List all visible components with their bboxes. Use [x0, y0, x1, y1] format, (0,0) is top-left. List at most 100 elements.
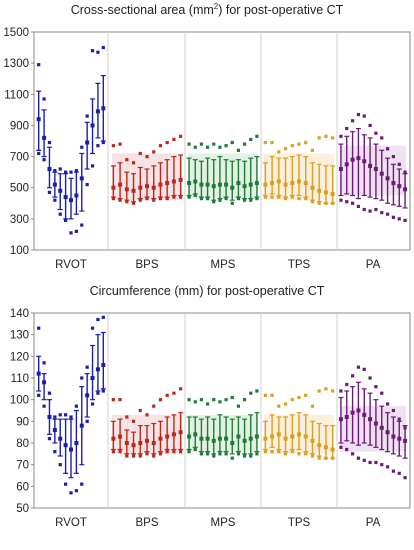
mean-point: [403, 438, 408, 443]
min-point: [179, 450, 183, 454]
mean-point: [90, 123, 95, 128]
max-point: [391, 408, 396, 413]
max-point: [165, 393, 169, 397]
mean-point: [379, 171, 384, 176]
max-point: [236, 404, 241, 408]
mean-point: [101, 363, 106, 367]
min-point: [391, 469, 396, 473]
mean-point: [362, 412, 367, 417]
mean-point: [391, 181, 396, 186]
min-point: [37, 151, 41, 156]
mean-point: [270, 181, 275, 186]
mean-point: [290, 434, 295, 439]
mean-point: [69, 447, 73, 452]
mean-point: [85, 140, 90, 145]
min-point: [138, 454, 142, 458]
series-group-pa: [338, 365, 408, 480]
min-point: [80, 223, 84, 227]
max-point: [345, 382, 349, 387]
max-point: [304, 140, 308, 145]
max-point: [131, 419, 136, 423]
min-point: [304, 452, 308, 456]
mean-point: [254, 434, 259, 439]
min-point: [356, 456, 361, 460]
max-point: [152, 404, 156, 408]
mean-point: [317, 188, 322, 193]
min-point: [80, 482, 84, 486]
max-point: [158, 144, 163, 148]
mean-point: [74, 193, 79, 198]
mean-point: [391, 434, 396, 439]
mean-point: [276, 432, 281, 437]
max-point: [47, 140, 52, 145]
max-point: [58, 413, 62, 417]
category-label: TPS: [288, 517, 311, 529]
mean-point: [317, 443, 322, 448]
min-point: [236, 452, 241, 456]
max-point: [362, 114, 366, 118]
min-point: [380, 463, 384, 467]
category-label: BPS: [135, 517, 158, 529]
mean-point: [205, 182, 210, 187]
min-point: [212, 454, 216, 458]
mean-point: [158, 182, 163, 187]
category-label: PA: [366, 259, 381, 271]
min-point: [374, 460, 378, 465]
min-point: [42, 404, 46, 408]
min-point: [205, 452, 210, 456]
max-point: [380, 391, 384, 395]
min-point: [90, 402, 95, 406]
max-point: [37, 63, 41, 67]
min-point: [397, 217, 401, 221]
mean-point: [131, 443, 136, 448]
min-point: [138, 198, 142, 202]
min-point: [339, 445, 343, 449]
reference-band: [340, 145, 406, 196]
min-point: [283, 452, 288, 456]
mean-point: [356, 156, 361, 161]
min-point: [199, 452, 204, 456]
min-point: [187, 450, 191, 454]
max-point: [263, 140, 267, 145]
max-point: [80, 145, 84, 149]
max-point: [118, 142, 122, 146]
mean-point: [373, 167, 378, 172]
mean-point: [397, 436, 402, 441]
mean-point: [330, 447, 335, 452]
max-point: [64, 413, 68, 417]
max-point: [80, 376, 84, 380]
max-point: [356, 365, 361, 369]
mean-point: [187, 181, 192, 186]
series-group-mps: [186, 389, 260, 460]
min-point: [345, 447, 349, 452]
mean-point: [52, 182, 57, 187]
max-point: [283, 147, 288, 151]
min-point: [205, 197, 210, 201]
y-tick-label: 500: [10, 183, 29, 195]
max-point: [391, 154, 396, 159]
max-point: [138, 151, 142, 156]
max-point: [193, 145, 197, 149]
max-point: [53, 415, 57, 419]
min-point: [69, 231, 73, 235]
mean-point: [145, 184, 149, 189]
mean-point: [79, 176, 84, 181]
max-point: [297, 142, 301, 146]
min-point: [224, 197, 228, 201]
min-point: [47, 437, 52, 441]
min-point: [350, 452, 355, 456]
max-point: [212, 398, 216, 402]
mean-point: [344, 415, 349, 419]
category-label: BPS: [135, 259, 158, 271]
mean-point: [397, 184, 402, 189]
mean-point: [385, 176, 390, 181]
max-point: [96, 317, 100, 322]
max-point: [255, 389, 259, 393]
max-point: [125, 158, 129, 162]
min-point: [199, 197, 204, 201]
max-point: [230, 395, 234, 400]
mean-point: [248, 182, 253, 187]
max-point: [283, 402, 288, 406]
min-point: [356, 204, 361, 208]
mean-point: [111, 436, 116, 441]
